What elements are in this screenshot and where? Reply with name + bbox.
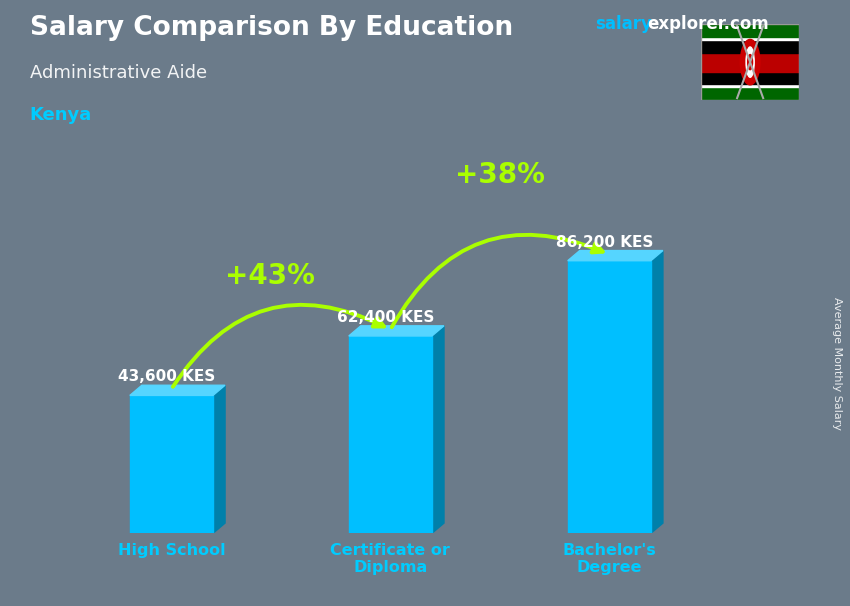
FancyArrowPatch shape [173, 305, 384, 387]
Ellipse shape [748, 55, 752, 70]
Polygon shape [348, 326, 444, 336]
Bar [701, 72, 799, 84]
FancyArrowPatch shape [392, 235, 603, 327]
Bar [348, 336, 432, 533]
Bar [701, 84, 799, 87]
Text: 43,600 KES: 43,600 KES [118, 370, 216, 384]
Polygon shape [432, 326, 444, 533]
Bar [701, 53, 799, 72]
Polygon shape [130, 385, 225, 396]
Bar [701, 37, 799, 40]
Polygon shape [213, 385, 225, 533]
Bar [701, 87, 799, 100]
Bar [701, 24, 799, 37]
Text: +38%: +38% [455, 161, 545, 189]
Bar [701, 40, 799, 53]
Ellipse shape [746, 47, 754, 77]
Text: +43%: +43% [225, 262, 314, 290]
Ellipse shape [740, 39, 760, 85]
Text: Average Monthly Salary: Average Monthly Salary [832, 297, 842, 430]
Bar [568, 261, 651, 533]
Polygon shape [651, 250, 663, 533]
Text: salary: salary [595, 15, 652, 33]
Text: Administrative Aide: Administrative Aide [30, 64, 207, 82]
Bar [130, 396, 213, 533]
Text: Kenya: Kenya [30, 106, 92, 124]
Text: 86,200 KES: 86,200 KES [556, 235, 654, 250]
Polygon shape [568, 250, 663, 261]
Text: 62,400 KES: 62,400 KES [337, 310, 434, 325]
Text: Salary Comparison By Education: Salary Comparison By Education [30, 15, 513, 41]
Text: explorer.com: explorer.com [648, 15, 769, 33]
